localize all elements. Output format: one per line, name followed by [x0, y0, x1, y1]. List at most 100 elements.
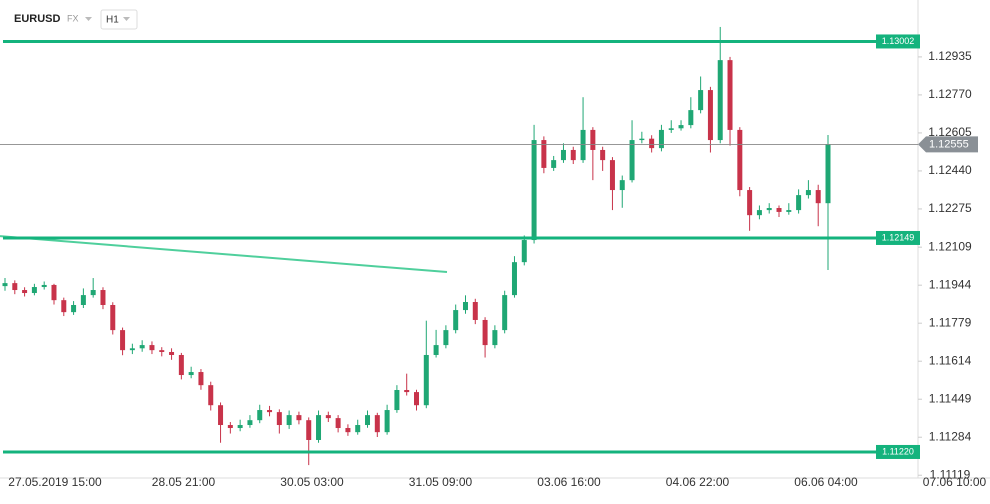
candle-body [208, 385, 214, 406]
candle-body [61, 300, 67, 313]
candle-body [727, 60, 733, 130]
candle-body [325, 415, 331, 419]
candle-body [71, 304, 77, 313]
candle-body [658, 129, 664, 149]
candle-body [678, 125, 684, 129]
candle-body [257, 410, 263, 421]
candle-body [365, 415, 371, 426]
candle-body [296, 415, 302, 421]
candle-body [188, 372, 194, 376]
y-tick-label: 1.11779 [929, 315, 972, 329]
candle-body [776, 208, 782, 212]
candle-body [502, 295, 508, 331]
candle-body [698, 90, 704, 111]
current-price-label: 1.12555 [929, 138, 969, 150]
candle-body [374, 415, 380, 433]
candle-body [149, 345, 155, 351]
candle-body [629, 140, 635, 181]
candle-body [159, 350, 165, 352]
symbol[interactable]: EURUSD [14, 13, 61, 25]
market: FX [67, 13, 79, 23]
candle-body [580, 129, 586, 161]
interval-dropdown[interactable] [123, 17, 130, 21]
level-tag [876, 230, 920, 245]
candle-body [345, 428, 351, 433]
candle-body [90, 290, 96, 296]
candle-body [805, 190, 811, 196]
current-price-tag [918, 136, 978, 153]
x-tick-label: 30.05 03:00 [280, 475, 344, 489]
candle-body [41, 284, 47, 288]
y-tick-label: 1.11449 [929, 391, 972, 405]
candle-body [414, 392, 419, 406]
candle-body [756, 210, 762, 216]
candle-body [433, 345, 439, 355]
candle-body [717, 60, 723, 141]
x-tick-label: 31.05 09:00 [409, 475, 473, 489]
interval-box[interactable] [100, 9, 138, 30]
y-tick-label: 1.12935 [928, 49, 972, 63]
candle-body [511, 262, 517, 296]
x-tick-label: 27.05.2019 15:00 [8, 475, 102, 489]
candle-body [178, 354, 184, 376]
candle-body [747, 190, 753, 216]
y-tick-label: 1.12605 [928, 125, 972, 139]
candle-body [600, 149, 606, 161]
x-tick-label: 07.06 10:00 [923, 475, 987, 489]
candle-body [825, 144, 831, 204]
market-dropdown[interactable] [85, 17, 92, 21]
candle-body [560, 149, 566, 161]
candle-body [267, 410, 273, 413]
candle-body [100, 290, 106, 305]
candle-body [737, 129, 743, 191]
candle-body [590, 129, 596, 150]
candle-body [237, 425, 243, 429]
candle-body [276, 412, 282, 426]
x-tick-label: 06.06 04:00 [794, 475, 858, 489]
candle-body [619, 180, 625, 191]
candle-body [51, 284, 57, 301]
y-tick-label: 1.12440 [928, 163, 972, 177]
y-tick-label: 1.11284 [929, 429, 972, 443]
candle-body [139, 345, 145, 349]
candle-body [316, 415, 322, 440]
candle-body [521, 240, 527, 263]
candle-body [570, 149, 576, 161]
y-tick-label: 1.12275 [928, 201, 972, 215]
candle-body [286, 415, 292, 426]
candle-body [707, 90, 713, 141]
candle-body [306, 420, 312, 440]
y-tick-label: 1.11614 [929, 353, 972, 367]
candle-body [12, 283, 18, 291]
x-tick-label: 03.06 16:00 [537, 475, 601, 489]
candle-body [796, 195, 802, 211]
candle-body [472, 302, 478, 320]
candle-body [218, 405, 224, 426]
candle-body [551, 160, 557, 168]
trend-line [0, 235, 448, 274]
candle-body [404, 390, 410, 393]
candle-body [80, 295, 86, 305]
candle-body [541, 140, 547, 168]
interval: H1 [106, 15, 119, 26]
candle-body [355, 425, 361, 433]
candle-body [110, 304, 116, 331]
candle-body [482, 319, 488, 346]
candle-body [443, 330, 449, 346]
candle-body [639, 138, 645, 141]
candle-body [423, 354, 429, 406]
level-label: 1.13002 [882, 36, 915, 46]
candle-body [492, 330, 498, 346]
y-tick-label: 1.12770 [928, 87, 972, 101]
candle-body [120, 330, 126, 351]
y-tick-label: 1.11119 [930, 467, 971, 481]
candle-body [394, 390, 400, 411]
candle-body [531, 140, 537, 241]
level-tag [876, 444, 920, 459]
level-label: 1.11220 [882, 446, 914, 456]
x-tick-label: 28.05 21:00 [152, 475, 216, 489]
candle-body [462, 302, 468, 311]
candle-body [227, 425, 233, 429]
